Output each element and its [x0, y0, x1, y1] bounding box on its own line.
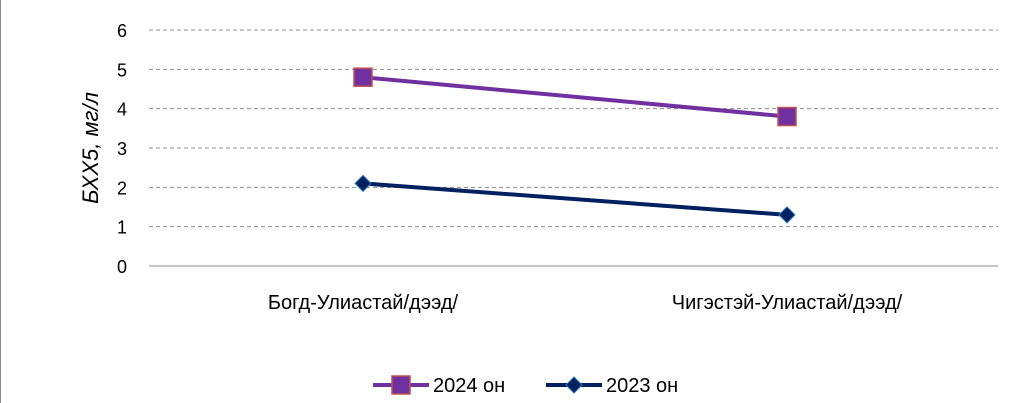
legend-label: 2024 он — [433, 375, 505, 397]
y-tick-label: 6 — [117, 21, 127, 41]
legend-item: 2023 он — [546, 375, 678, 397]
legend-swatch-marker — [391, 375, 411, 395]
y-tick-label: 4 — [117, 100, 127, 120]
series-lines — [353, 67, 797, 224]
x-category-label: Богд-Улиастай/дээд/ — [268, 292, 459, 314]
y-tick-labels: 0 1 2 3 4 5 6 — [117, 21, 127, 277]
y-tick-label: 1 — [117, 218, 127, 238]
data-point-marker — [354, 174, 372, 193]
data-point-marker — [777, 106, 797, 127]
legend-item: 2024 он — [373, 375, 505, 397]
series-line — [362, 75, 788, 119]
series-1 — [354, 174, 796, 224]
legend-label: 2023 он — [606, 375, 678, 397]
legend-swatch-marker — [565, 376, 583, 394]
data-point-marker — [778, 206, 796, 224]
data-point-marker — [353, 67, 373, 87]
series-line — [362, 181, 788, 217]
x-category-label: Чигэстэй-Улиастай/дээд/ — [672, 292, 903, 314]
y-axis-title: БХХ5, мг/л — [78, 92, 103, 204]
gridlines — [149, 29, 998, 228]
category-labels: Богд-Улиастай/дээд/Чигэстэй-Улиастай/дээ… — [268, 292, 903, 314]
y-tick-label: 0 — [117, 257, 127, 277]
y-tick-label: 3 — [117, 139, 127, 159]
y-tick-label: 5 — [117, 60, 127, 80]
series-0 — [353, 67, 797, 127]
legend: 2024 он 2023 он — [373, 375, 678, 397]
y-tick-label: 2 — [117, 178, 127, 198]
